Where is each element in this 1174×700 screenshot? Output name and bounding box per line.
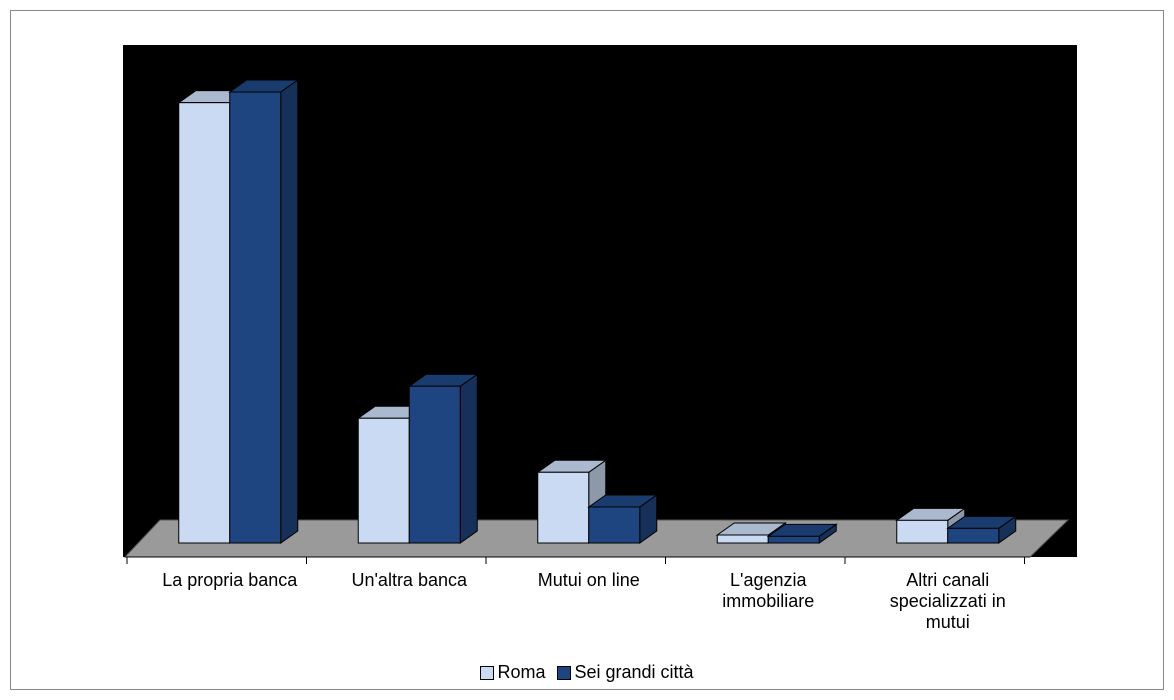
legend-swatch — [480, 665, 495, 680]
bar-front — [537, 471, 590, 544]
bar-front — [408, 385, 461, 544]
x-tick-label: Mutui on line — [537, 570, 640, 590]
x-tick-label: L'agenzia immobiliare — [722, 570, 815, 611]
bar — [407, 373, 479, 544]
x-tick-label: Un'altra banca — [351, 570, 467, 590]
legend: Roma Sei grandi città — [0, 662, 1174, 685]
legend-swatch — [557, 665, 572, 680]
bar — [536, 459, 608, 544]
bar-front — [767, 535, 820, 544]
bar-front — [947, 527, 1000, 544]
x-tick-label: Altri canali specializzati in mutui — [889, 570, 1006, 632]
bar — [895, 507, 967, 544]
bar-front — [357, 417, 410, 544]
bar — [587, 494, 659, 544]
bar-front — [716, 534, 769, 544]
bar-front — [588, 506, 641, 544]
bar-side — [459, 373, 478, 544]
legend-label: Roma — [497, 662, 546, 682]
legend-item: Roma — [480, 662, 545, 683]
bar-front — [229, 91, 282, 544]
x-tick-label: La propria banca — [162, 570, 298, 590]
bar-side — [280, 79, 299, 544]
legend-item: Sei grandi città — [557, 662, 694, 683]
legend-label: Sei grandi città — [574, 662, 694, 682]
bar — [228, 79, 300, 544]
bar-front — [178, 102, 231, 544]
bar — [946, 515, 1018, 544]
bar-front — [896, 519, 949, 544]
bar — [766, 523, 838, 544]
